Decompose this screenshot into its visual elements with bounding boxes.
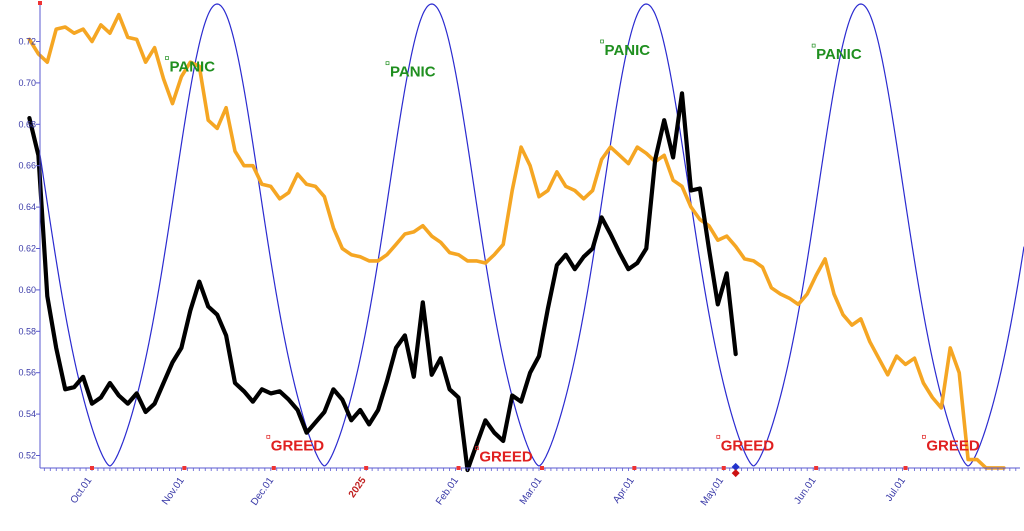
y-axis-top-marker <box>38 1 42 5</box>
x-tick-label: Mar.01 <box>518 475 545 507</box>
x-major-tick <box>903 466 908 470</box>
panic-label: PANIC <box>816 46 862 63</box>
greed-anchor-marker <box>922 434 926 439</box>
greed-label: GREED <box>479 449 533 466</box>
y-tick-label: 0.64 <box>18 202 36 212</box>
y-tick-label: 0.62 <box>18 244 36 254</box>
x-tick-label: Dec.01 <box>249 475 276 508</box>
annotations-layer: PANIC PANIC PANIC PANIC GREED GREED GREED GREED <box>165 39 980 478</box>
panic-label: PANIC <box>169 59 215 76</box>
cycle-layer <box>39 3 1024 467</box>
x-major-tick <box>364 466 369 470</box>
greed-anchor-marker <box>716 434 721 439</box>
greed-anchor-marker <box>266 434 271 439</box>
y-tick-label: 0.70 <box>18 78 36 88</box>
x-tick-label: Jun.01 <box>792 475 818 506</box>
x-tick-label: Jul.01 <box>884 475 909 504</box>
panic-anchor-marker <box>811 43 816 48</box>
series-layer <box>27 12 1006 473</box>
x-major-tick <box>814 466 819 470</box>
x-major-tick <box>271 466 276 470</box>
marker-diamond-blue <box>731 462 740 471</box>
panic-anchor-marker <box>600 39 604 44</box>
x-major-tick <box>90 466 94 470</box>
x-major-tick <box>721 466 726 470</box>
y-tick-label: 0.60 <box>18 285 36 295</box>
greed-label: GREED <box>271 437 325 454</box>
x-tick-label: Feb.01 <box>434 475 461 507</box>
x-major-tick <box>182 466 187 470</box>
panic-label: PANIC <box>390 64 436 81</box>
y-tick-label: 0.52 <box>18 451 36 461</box>
axes-layer: 0.52 0.54 0.56 0.58 0.60 0.62 0.64 0.66 0.68 0.70… <box>18 1 1020 508</box>
panic-anchor-marker <box>385 61 390 66</box>
x-major-tick <box>456 466 461 470</box>
y-tick-label: 0.56 <box>18 368 36 378</box>
x-major-tick <box>632 466 637 470</box>
x-tick-label: 2025 <box>347 475 369 500</box>
x-tick-label: Oct.01 <box>69 475 95 506</box>
y-tick-label: 0.66 <box>18 161 36 171</box>
panic-anchor-marker <box>165 56 169 60</box>
greed-label: GREED <box>721 437 775 454</box>
x-tick-label: Nov.01 <box>160 475 187 507</box>
series-line-black <box>27 91 738 473</box>
x-major-tick <box>539 466 544 470</box>
y-tick-label: 0.68 <box>18 119 36 129</box>
x-tick-label: Apr.01 <box>611 475 637 505</box>
greed-anchor-marker <box>475 446 479 451</box>
y-tick-label: 0.72 <box>18 37 36 47</box>
y-tick-label: 0.58 <box>18 326 36 336</box>
marker-diamond-red <box>731 469 740 478</box>
series-line-orange <box>27 12 1006 470</box>
y-tick-label: 0.54 <box>18 409 36 419</box>
greed-label: GREED <box>926 437 980 454</box>
cycle-line <box>39 3 1024 467</box>
x-tick-label: May.01 <box>699 475 727 508</box>
panic-label: PANIC <box>605 42 651 59</box>
